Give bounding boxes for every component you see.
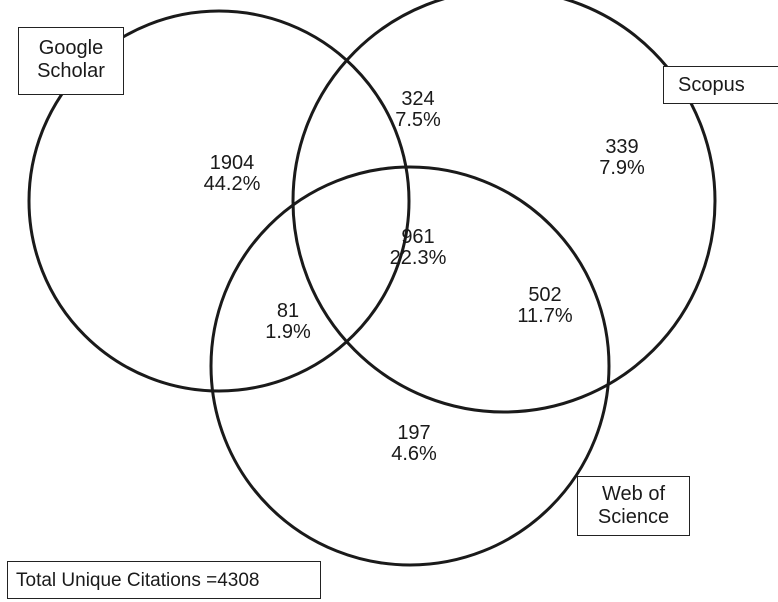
region-count: 961 [401,226,435,248]
scopus-label-text: Scopus [678,74,745,96]
region-scopus-and-web-of-science: 502 11.7% [485,285,605,327]
region-percent: 44.2% [203,173,261,195]
scopus-label: Scopus [663,66,778,104]
region-count: 324 [401,88,435,110]
region-percent: 4.6% [391,443,437,465]
region-count: 81 [276,300,300,322]
scopus-circle [291,0,717,414]
region-count: 339 [605,136,639,158]
region-count: 1904 [209,152,255,174]
google-scholar-label: Google Scholar [18,27,124,95]
region-web-of-science-only: 197 4.6% [354,423,474,465]
total-citations-text: Total Unique Citations =4308 [16,570,260,591]
region-google-scholar-only: 1904 44.2% [172,153,292,195]
total-citations-box: Total Unique Citations =4308 [7,561,321,599]
web-of-science-label: Web of Science [577,476,690,536]
region-percent: 1.9% [265,321,311,343]
region-percent: 7.5% [395,109,441,131]
google-scholar-circle [27,9,411,393]
google-scholar-label-line2: Scholar [37,60,105,82]
region-count: 197 [397,422,431,444]
region-google-scholar-and-web-of-science: 81 1.9% [228,301,348,343]
region-google-scholar-and-scopus: 324 7.5% [358,89,478,131]
region-scopus-only: 339 7.9% [562,137,682,179]
google-scholar-label-line1: Google [38,37,104,59]
web-of-science-label-line1: Web of [602,483,665,505]
region-percent: 11.7% [517,305,573,327]
region-count: 502 [528,284,562,306]
web-of-science-circle [209,165,611,567]
region-percent: 22.3% [389,247,447,269]
web-of-science-label-line2: Science [597,506,670,528]
region-percent: 7.9% [599,157,645,179]
region-all-three: 961 22.3% [358,227,478,269]
